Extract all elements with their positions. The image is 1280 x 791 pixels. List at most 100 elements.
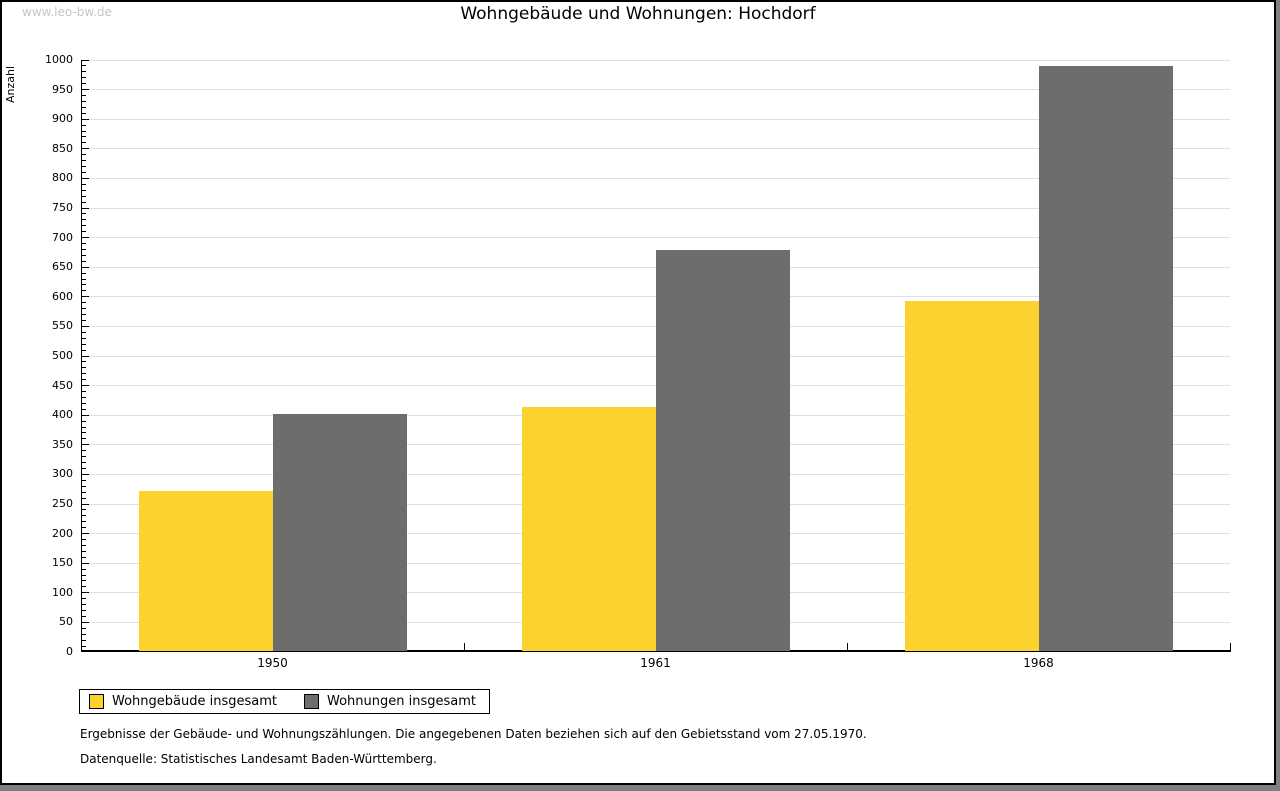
y-minor-tick <box>82 633 86 635</box>
y-minor-tick <box>82 124 86 126</box>
y-major-tick-300 <box>82 473 89 475</box>
y-minor-tick <box>82 95 86 97</box>
y-major-tick-350 <box>82 444 89 446</box>
y-major-tick-400 <box>82 414 89 416</box>
y-major-tick-800 <box>82 177 89 179</box>
y-minor-tick <box>82 645 86 647</box>
y-tick-label-0: 0 <box>66 645 73 658</box>
y-gridline-800 <box>81 177 1230 179</box>
y-gridline-700 <box>81 237 1230 239</box>
y-minor-tick <box>82 450 86 452</box>
legend-label-wohngebaeude: Wohngebäude insgesamt <box>112 694 277 709</box>
x-tick-label-1968: 1968 <box>1023 656 1054 670</box>
y-minor-tick <box>82 201 86 203</box>
y-minor-tick <box>82 100 86 102</box>
y-minor-tick <box>82 260 86 262</box>
y-minor-tick <box>82 183 86 185</box>
y-minor-tick <box>82 420 86 422</box>
y-major-tick-150 <box>82 562 89 564</box>
y-major-tick-450 <box>82 385 89 387</box>
y-tick-label-50: 50 <box>59 615 73 629</box>
y-minor-tick <box>82 550 86 552</box>
y-major-tick-250 <box>82 503 89 505</box>
y-minor-tick <box>82 639 86 641</box>
y-tick-label-450: 450 <box>52 378 73 392</box>
y-minor-tick <box>82 213 86 215</box>
y-minor-tick <box>82 598 86 600</box>
y-tick-label-250: 250 <box>52 497 73 510</box>
y-tick-label-800: 800 <box>52 171 73 185</box>
y-minor-tick <box>82 604 86 606</box>
y-tick-label-400: 400 <box>52 408 73 422</box>
y-minor-tick <box>82 408 86 410</box>
y-minor-tick <box>82 485 86 487</box>
y-major-tick-850 <box>82 148 89 150</box>
y-minor-tick <box>82 426 86 428</box>
y-minor-tick <box>82 402 86 404</box>
y-minor-tick <box>82 432 86 434</box>
y-major-tick-100 <box>82 592 89 594</box>
y-minor-tick <box>82 544 86 546</box>
legend-box: Wohngebäude insgesamt Wohnungen insgesam… <box>79 689 490 714</box>
y-minor-tick <box>82 462 86 464</box>
y-minor-tick <box>82 610 86 612</box>
y-minor-tick <box>82 515 86 517</box>
y-minor-tick <box>82 225 86 227</box>
chart-title: Wohngebäude und Wohnungen: Hochdorf <box>460 4 816 24</box>
y-major-tick-650 <box>82 266 89 268</box>
x-axis-tick <box>847 643 848 650</box>
y-minor-tick <box>82 615 86 617</box>
y-gridline-750 <box>81 207 1230 209</box>
y-minor-tick <box>82 556 86 558</box>
y-minor-tick <box>82 154 86 156</box>
bar-wohnungen-1950 <box>272 414 407 651</box>
y-minor-tick <box>82 568 86 570</box>
bar-wohnungen-1961 <box>655 250 790 651</box>
y-minor-tick <box>82 367 86 369</box>
legend-label-wohnungen: Wohnungen insgesamt <box>327 694 476 709</box>
y-minor-tick <box>82 509 86 511</box>
y-minor-tick <box>82 166 86 168</box>
y-minor-tick <box>82 65 86 67</box>
y-minor-tick <box>82 243 86 245</box>
y-minor-tick <box>82 219 86 221</box>
y-minor-tick <box>82 160 86 162</box>
y-minor-tick <box>82 254 86 256</box>
bar-wohnungen-1968 <box>1038 66 1173 651</box>
y-axis-line <box>81 60 82 652</box>
y-minor-tick <box>82 379 86 381</box>
y-tick-label-200: 200 <box>52 526 73 540</box>
legend-swatch-wohnungen <box>304 694 319 709</box>
footnote-text: Ergebnisse der Gebäude- und Wohnungszähl… <box>80 727 867 741</box>
y-minor-tick <box>82 586 86 588</box>
x-axis-tick <box>1230 643 1231 650</box>
y-minor-tick <box>82 248 86 250</box>
y-minor-tick <box>82 284 86 286</box>
y-tick-label-950: 950 <box>52 82 73 96</box>
watermark-text: www.leo-bw.de <box>22 5 112 19</box>
y-tick-label-900: 900 <box>52 112 73 126</box>
y-tick-label-300: 300 <box>52 467 73 481</box>
y-minor-tick <box>82 361 86 363</box>
y-minor-tick <box>82 83 86 85</box>
y-minor-tick <box>82 106 86 108</box>
y-tick-label-700: 700 <box>52 230 73 244</box>
y-minor-tick <box>82 308 86 310</box>
bar-wohngebaeude-1968 <box>904 301 1039 651</box>
y-minor-tick <box>82 71 86 73</box>
y-minor-tick <box>82 539 86 541</box>
y-major-tick-600 <box>82 296 89 298</box>
y-tick-label-850: 850 <box>52 141 73 155</box>
y-gridline-1000 <box>81 59 1230 61</box>
y-major-tick-700 <box>82 237 89 239</box>
y-minor-tick <box>82 467 86 469</box>
y-gridline-950 <box>81 89 1230 91</box>
x-tick-label-1950: 1950 <box>257 656 288 670</box>
y-major-tick-950 <box>82 89 89 91</box>
y-minor-tick <box>82 130 86 132</box>
y-major-tick-50 <box>82 621 89 623</box>
y-minor-tick <box>82 272 86 274</box>
y-minor-tick <box>82 438 86 440</box>
